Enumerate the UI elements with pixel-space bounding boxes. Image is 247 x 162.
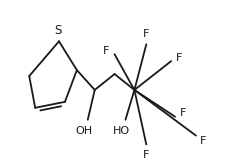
Text: F: F	[103, 46, 110, 56]
Text: F: F	[143, 150, 149, 160]
Text: OH: OH	[75, 126, 92, 136]
Text: F: F	[180, 108, 186, 118]
Text: S: S	[55, 24, 62, 37]
Text: F: F	[143, 29, 149, 39]
Text: F: F	[200, 136, 206, 145]
Text: HO: HO	[113, 126, 130, 136]
Text: F: F	[176, 53, 182, 63]
